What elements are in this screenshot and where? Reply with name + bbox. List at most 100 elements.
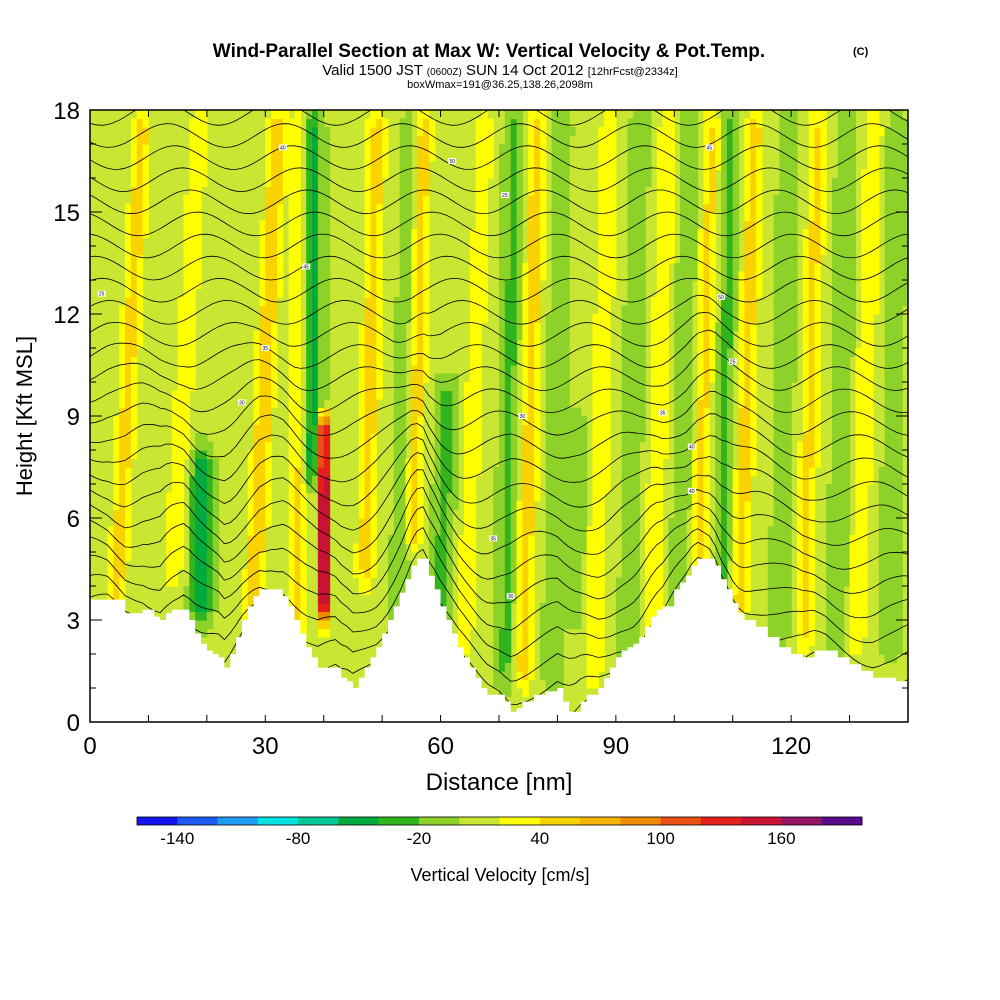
- velocity-cell: [312, 280, 319, 290]
- velocity-cell: [884, 365, 892, 375]
- velocity-cell: [557, 416, 564, 426]
- velocity-cell: [545, 424, 553, 434]
- velocity-cell: [528, 603, 535, 613]
- velocity-cell: [709, 254, 716, 264]
- velocity-cell: [288, 577, 296, 587]
- velocity-cell: [569, 620, 576, 630]
- velocity-cell: [604, 178, 611, 188]
- velocity-cell: [545, 433, 553, 443]
- velocity-cell: [271, 203, 278, 213]
- velocity-cell: [685, 475, 693, 485]
- velocity-cell: [843, 569, 851, 579]
- velocity-cell: [136, 246, 144, 256]
- velocity-cell: [469, 280, 477, 290]
- velocity-cell: [621, 331, 629, 341]
- velocity-cell: [557, 212, 564, 222]
- velocity-cell: [703, 356, 710, 366]
- velocity-cell: [113, 552, 120, 562]
- velocity-cell: [855, 365, 862, 375]
- velocity-cell: [890, 263, 897, 273]
- velocity-cell: [697, 288, 705, 298]
- velocity-cell: [510, 535, 518, 545]
- velocity-cell: [393, 526, 401, 536]
- velocity-cell: [756, 280, 763, 290]
- velocity-cell: [656, 246, 664, 256]
- velocity-cell: [259, 501, 266, 511]
- velocity-cell: [738, 424, 745, 434]
- velocity-cell: [265, 288, 272, 298]
- velocity-cell: [393, 458, 401, 468]
- velocity-cell: [872, 280, 880, 290]
- velocity-cell: [276, 127, 284, 137]
- velocity-cell: [516, 526, 523, 536]
- velocity-cell: [598, 645, 605, 655]
- velocity-cell: [317, 288, 325, 298]
- velocity-cell: [796, 509, 804, 519]
- velocity-cell: [206, 450, 214, 460]
- velocity-cell: [306, 433, 313, 443]
- velocity-cell: [721, 110, 728, 120]
- velocity-cell: [528, 569, 535, 579]
- velocity-cell: [119, 322, 126, 332]
- velocity-cell: [680, 178, 687, 188]
- velocity-cell: [440, 535, 448, 545]
- velocity-cell: [726, 135, 734, 145]
- velocity-cell: [685, 305, 693, 315]
- velocity-cell: [890, 492, 897, 502]
- velocity-cell: [493, 552, 500, 562]
- velocity-cell: [814, 212, 821, 222]
- velocity-cell: [288, 246, 296, 256]
- velocity-cell: [475, 195, 483, 205]
- velocity-cell: [645, 620, 652, 630]
- velocity-cell: [276, 186, 284, 196]
- velocity-cell: [592, 322, 599, 332]
- velocity-cell: [715, 407, 722, 417]
- velocity-cell: [633, 407, 640, 417]
- velocity-cell: [890, 195, 897, 205]
- velocity-cell: [721, 569, 728, 579]
- velocity-cell: [516, 501, 523, 511]
- velocity-cell: [674, 373, 681, 383]
- velocity-cell: [528, 628, 535, 638]
- velocity-cell: [499, 518, 506, 528]
- velocity-cell: [557, 611, 564, 621]
- velocity-cell: [569, 407, 576, 417]
- velocity-cell: [119, 467, 126, 477]
- velocity-cell: [177, 450, 185, 460]
- velocity-cell: [668, 254, 675, 264]
- velocity-cell: [592, 501, 599, 511]
- velocity-cell: [855, 628, 862, 638]
- velocity-cell: [569, 552, 576, 562]
- velocity-cell: [177, 535, 185, 545]
- velocity-cell: [183, 382, 190, 392]
- velocity-cell: [802, 399, 810, 409]
- velocity-cell: [364, 492, 372, 502]
- velocity-cell: [317, 271, 325, 281]
- velocity-cell: [312, 297, 319, 307]
- velocity-cell: [423, 305, 430, 315]
- velocity-cell: [399, 577, 407, 587]
- velocity-cell: [557, 305, 564, 315]
- velocity-cell: [604, 339, 611, 349]
- velocity-cell: [522, 390, 529, 400]
- velocity-cell: [604, 195, 611, 205]
- velocity-cell: [627, 314, 634, 324]
- velocity-cell: [212, 492, 220, 502]
- velocity-cell: [668, 152, 675, 162]
- velocity-cell: [130, 399, 138, 409]
- velocity-cell: [528, 620, 535, 630]
- velocity-cell: [539, 220, 547, 230]
- velocity-cell: [195, 603, 202, 613]
- velocity-cell: [802, 475, 810, 485]
- velocity-cell: [621, 441, 629, 451]
- velocity-cell: [516, 586, 523, 596]
- velocity-cell: [323, 458, 331, 468]
- velocity-cell: [773, 467, 781, 477]
- velocity-cell: [808, 220, 816, 230]
- velocity-cell: [294, 586, 301, 596]
- velocity-cell: [738, 390, 745, 400]
- velocity-cell: [703, 169, 710, 179]
- velocity-cell: [545, 356, 553, 366]
- velocity-cell: [697, 356, 705, 366]
- velocity-cell: [656, 237, 664, 247]
